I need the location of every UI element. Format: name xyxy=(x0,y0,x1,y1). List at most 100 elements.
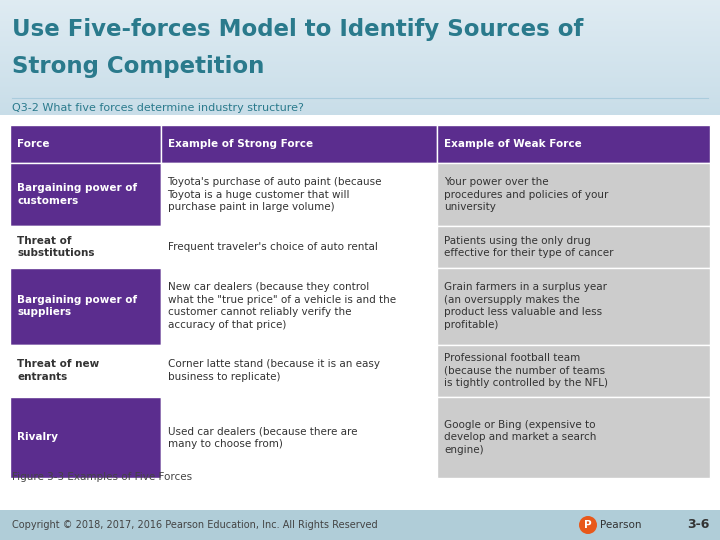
Bar xyxy=(0,32,720,33)
Bar xyxy=(437,268,710,345)
Bar xyxy=(0,111,720,112)
Bar xyxy=(0,114,720,115)
Bar xyxy=(0,55,720,56)
Bar xyxy=(10,268,161,345)
Bar xyxy=(0,51,720,52)
Text: New car dealers (because they control
what the "true price" of a vehicle is and : New car dealers (because they control wh… xyxy=(168,282,395,330)
Bar xyxy=(0,76,720,77)
Bar xyxy=(0,64,720,65)
Text: Strong Competition: Strong Competition xyxy=(12,55,264,78)
Bar xyxy=(0,30,720,31)
Text: Used car dealers (because there are
many to choose from): Used car dealers (because there are many… xyxy=(168,426,357,449)
Bar xyxy=(0,2,720,3)
Bar xyxy=(0,18,720,19)
Bar xyxy=(0,19,720,20)
Bar xyxy=(0,75,720,76)
Bar xyxy=(0,17,720,18)
Bar xyxy=(0,48,720,49)
Bar xyxy=(0,109,720,110)
Text: 3-6: 3-6 xyxy=(688,518,710,531)
Bar xyxy=(0,63,720,64)
Bar xyxy=(0,4,720,5)
Bar xyxy=(0,83,720,84)
Bar xyxy=(0,90,720,91)
Bar xyxy=(437,125,710,163)
Bar xyxy=(0,44,720,45)
Bar xyxy=(0,65,720,66)
Text: P: P xyxy=(584,520,592,530)
Text: Toyota's purchase of auto paint (because
Toyota is a huge customer that will
pur: Toyota's purchase of auto paint (because… xyxy=(168,177,382,212)
Bar xyxy=(0,14,720,15)
Text: Corner latte stand (because it is an easy
business to replicate): Corner latte stand (because it is an eas… xyxy=(168,360,379,382)
Bar xyxy=(0,41,720,42)
Bar xyxy=(0,50,720,51)
Bar xyxy=(0,74,720,75)
Bar xyxy=(0,95,720,96)
Bar xyxy=(0,73,720,74)
Bar xyxy=(0,93,720,94)
Bar xyxy=(0,21,720,22)
Bar xyxy=(10,163,161,226)
Bar xyxy=(0,20,720,21)
Text: Patients using the only drug
effective for their type of cancer: Patients using the only drug effective f… xyxy=(444,235,613,258)
Text: Figure 3-3 Examples of Five Forces: Figure 3-3 Examples of Five Forces xyxy=(12,472,192,482)
Text: Force: Force xyxy=(17,139,50,149)
Bar xyxy=(161,397,437,478)
Bar xyxy=(0,92,720,93)
Bar xyxy=(0,0,720,1)
Bar xyxy=(0,1,720,2)
Bar xyxy=(0,113,720,114)
Bar xyxy=(0,84,720,85)
Bar xyxy=(0,52,720,53)
Bar xyxy=(0,7,720,8)
Text: Professional football team
(because the number of teams
is tightly controlled by: Professional football team (because the … xyxy=(444,353,608,388)
Bar xyxy=(0,510,720,540)
Bar xyxy=(0,110,720,111)
Bar xyxy=(0,100,720,101)
Bar xyxy=(161,345,437,397)
Bar xyxy=(0,97,720,98)
Bar xyxy=(0,16,720,17)
Text: Rivalry: Rivalry xyxy=(17,433,58,442)
Circle shape xyxy=(579,516,597,534)
Text: Example of Weak Force: Example of Weak Force xyxy=(444,139,582,149)
Bar xyxy=(161,125,437,163)
Bar xyxy=(0,59,720,60)
Bar xyxy=(0,24,720,25)
Text: Example of Strong Force: Example of Strong Force xyxy=(168,139,312,149)
Bar xyxy=(0,107,720,108)
Bar xyxy=(0,38,720,39)
Bar xyxy=(0,57,720,58)
Bar xyxy=(0,3,720,4)
Bar xyxy=(0,72,720,73)
Bar xyxy=(0,80,720,81)
Bar xyxy=(161,226,437,268)
Bar xyxy=(0,54,720,55)
Bar xyxy=(0,40,720,41)
Bar xyxy=(0,43,720,44)
Bar xyxy=(0,106,720,107)
Bar xyxy=(0,101,720,102)
Bar xyxy=(0,71,720,72)
Bar xyxy=(0,99,720,100)
Bar xyxy=(0,25,720,26)
Bar xyxy=(0,78,720,79)
Bar xyxy=(0,9,720,10)
Bar xyxy=(0,26,720,27)
Bar xyxy=(10,226,161,268)
Bar xyxy=(10,345,161,397)
Bar xyxy=(0,53,720,54)
Bar xyxy=(0,58,720,59)
Bar xyxy=(0,98,720,99)
Bar xyxy=(0,89,720,90)
Bar xyxy=(0,87,720,88)
Bar xyxy=(0,56,720,57)
Bar xyxy=(0,6,720,7)
Text: Pearson: Pearson xyxy=(600,520,642,530)
Bar xyxy=(0,104,720,105)
Bar xyxy=(0,108,720,109)
Bar xyxy=(0,62,720,63)
Bar xyxy=(0,37,720,38)
Bar xyxy=(0,39,720,40)
Text: Copyright © 2018, 2017, 2016 Pearson Education, Inc. All Rights Reserved: Copyright © 2018, 2017, 2016 Pearson Edu… xyxy=(12,520,377,530)
